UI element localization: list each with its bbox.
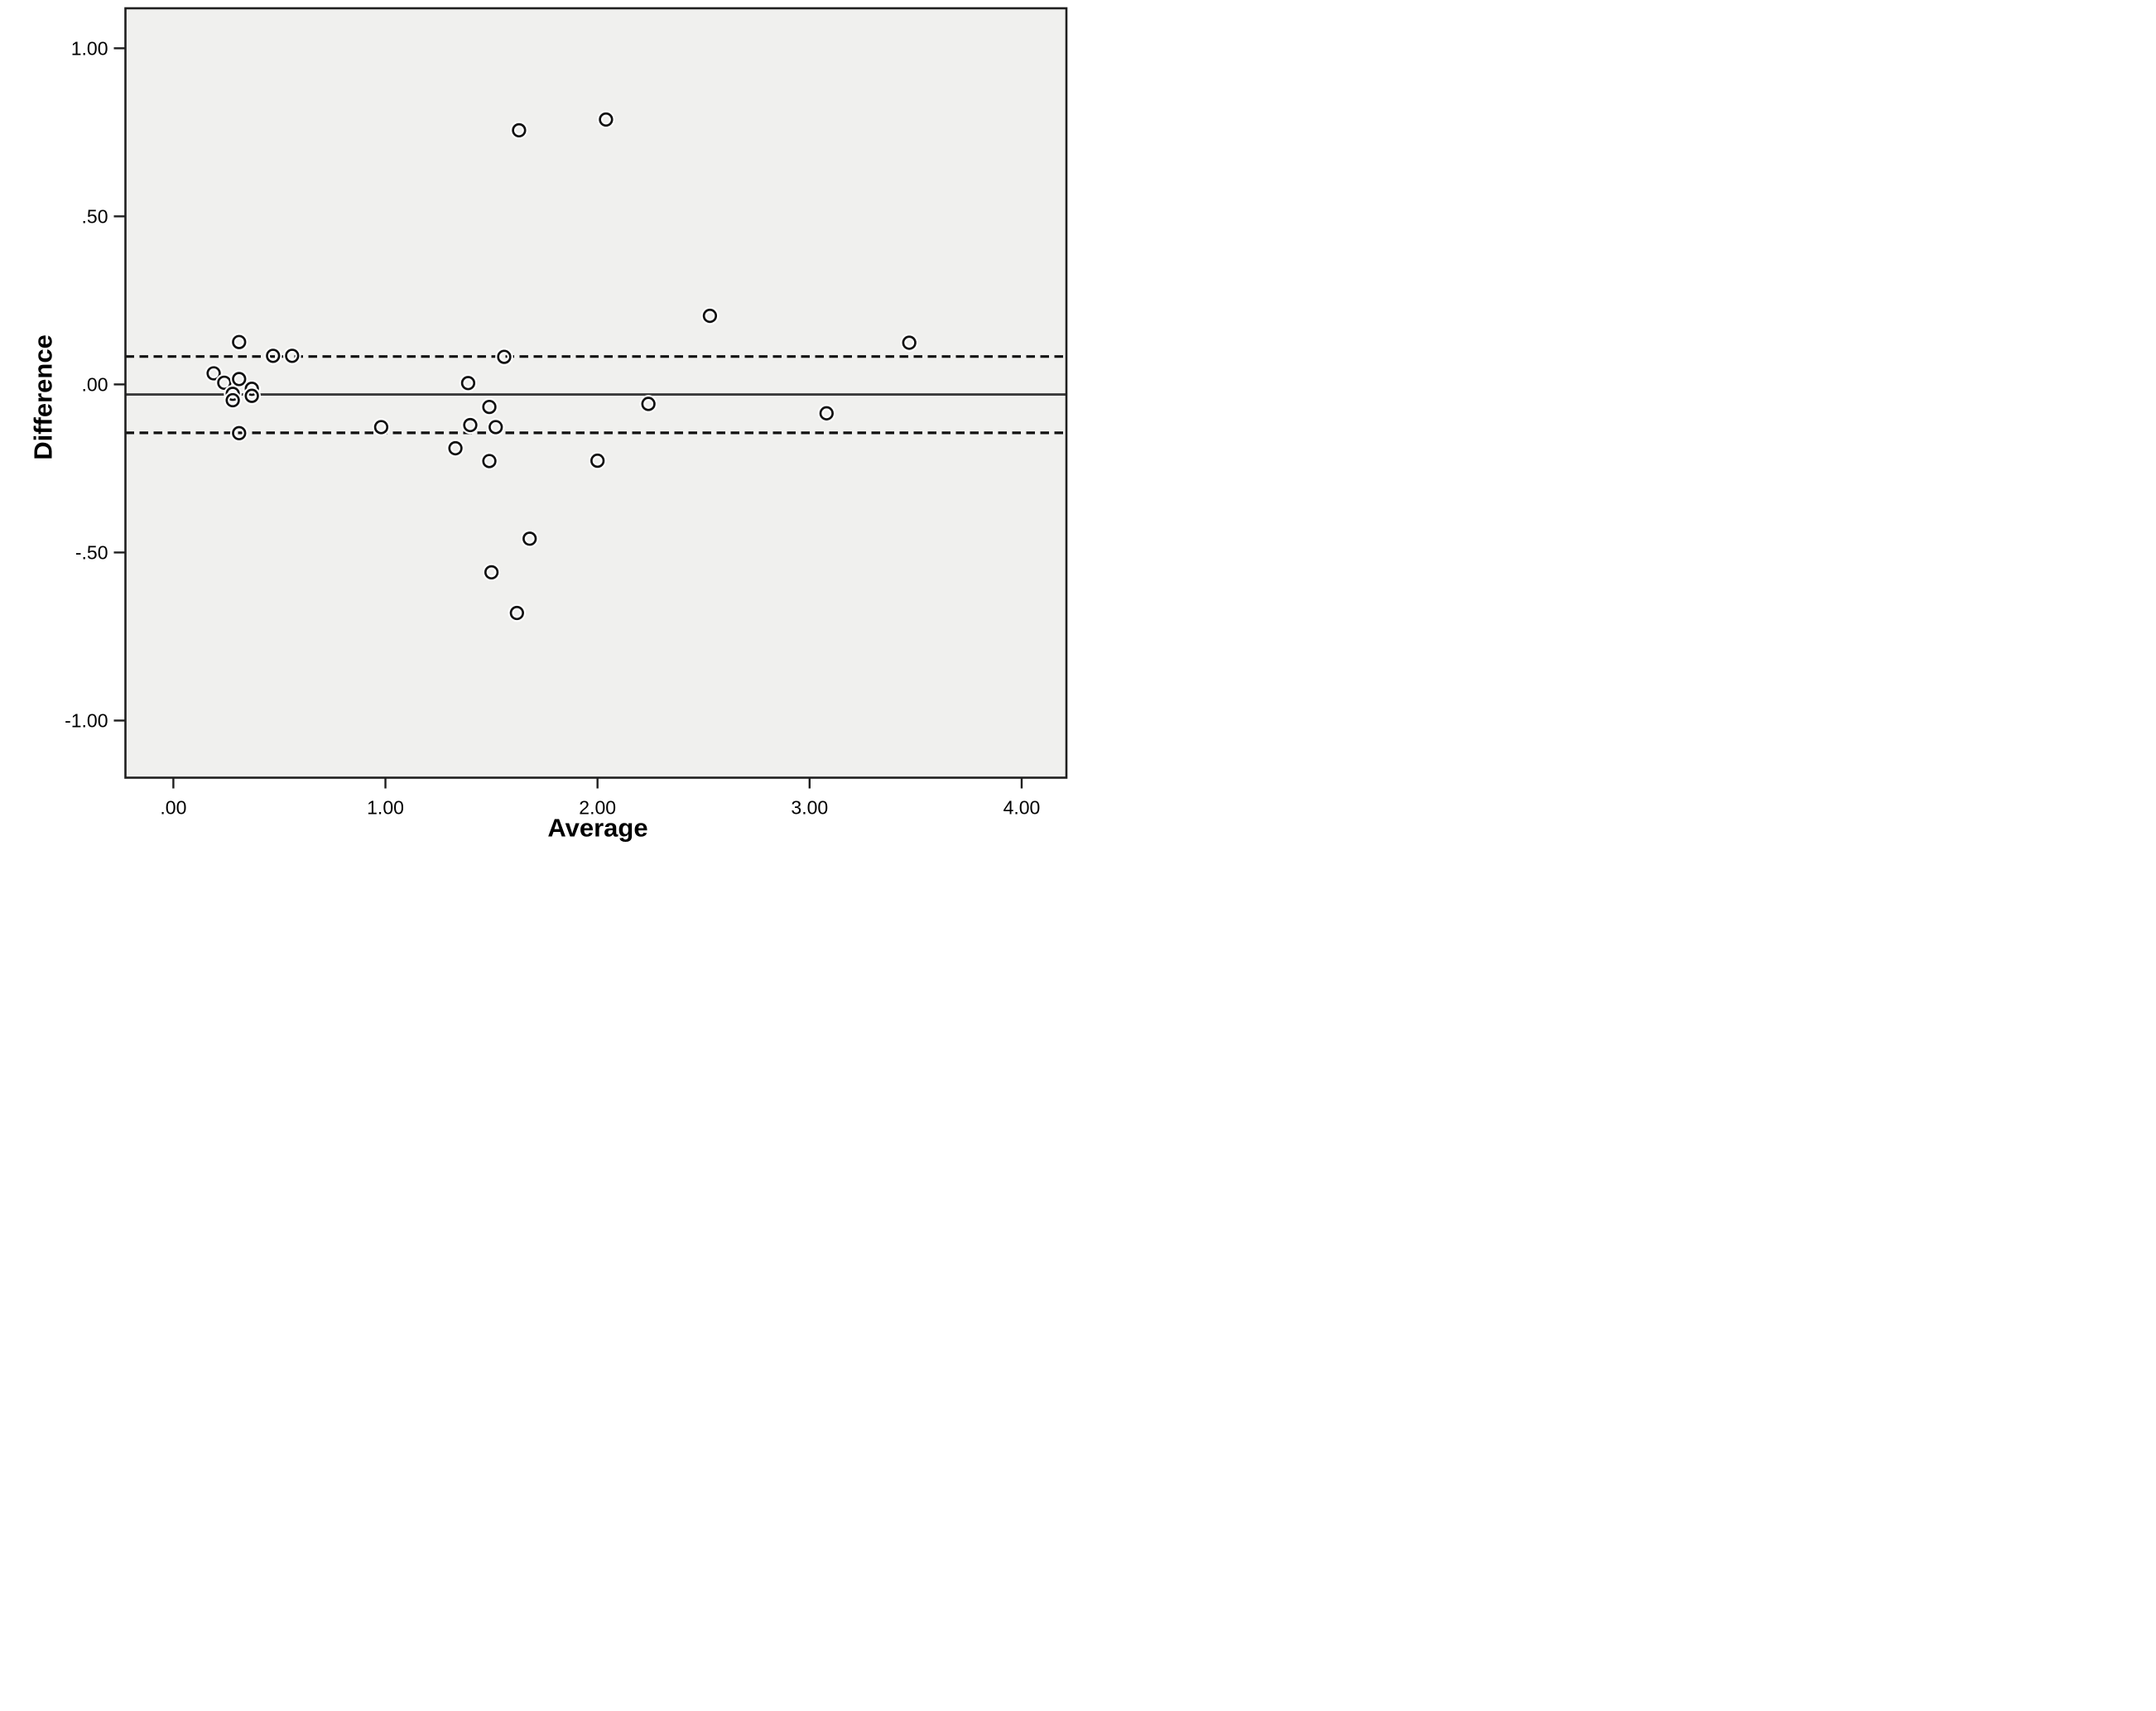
data-point (641, 397, 656, 411)
data-point (232, 425, 247, 440)
x-tick-label: 1.00 (367, 797, 404, 819)
y-axis-title: Difference (29, 334, 58, 460)
x-tick-label: 2.00 (579, 797, 616, 819)
data-point (902, 335, 917, 350)
y-tick-label: -.50 (75, 541, 108, 563)
data-point (482, 399, 497, 415)
y-tick-label: .00 (82, 373, 108, 395)
y-tick-label: -1.00 (65, 709, 108, 731)
plot-frame (124, 7, 1068, 779)
data-point (463, 417, 478, 433)
x-tick-label: 4.00 (1003, 797, 1041, 819)
data-point (244, 388, 259, 403)
data-point (497, 349, 512, 364)
plot-area-background (125, 8, 1066, 778)
data-point (488, 420, 503, 435)
data-point (206, 366, 221, 381)
data-point (285, 348, 300, 363)
data-point (373, 420, 389, 435)
data-point (225, 392, 240, 408)
figure: .00 1.00 2.00 3.00 4.00 1.00 .50 .00 -.50 -1.00 D… (0, 0, 1078, 856)
data-point (217, 375, 232, 391)
x-tick-label: 3.00 (791, 797, 828, 819)
data-point (244, 382, 259, 397)
x-axis-title: Average (547, 814, 647, 843)
data-point (522, 531, 537, 546)
y-tick-label: .50 (82, 205, 108, 227)
data-point (484, 565, 499, 580)
data-point (482, 454, 497, 469)
data-point (599, 112, 614, 127)
chart-root: .00 1.00 2.00 3.00 4.00 1.00 .50 .00 -.50 -1.00 (65, 7, 1068, 819)
data-point (509, 605, 524, 621)
data-point (590, 453, 605, 469)
data-point (266, 348, 281, 363)
data-point (232, 334, 247, 349)
data-point (232, 372, 247, 387)
x-tick-label: .00 (160, 797, 186, 819)
data-point (460, 376, 476, 391)
data-point (448, 440, 463, 456)
y-tick-label: 1.00 (71, 37, 108, 59)
data-point (702, 308, 718, 324)
data-point (819, 406, 834, 421)
bland-altman-chart: .00 1.00 2.00 3.00 4.00 1.00 .50 .00 -.50 -1.00 D… (29, 7, 1068, 843)
data-point (512, 123, 527, 138)
